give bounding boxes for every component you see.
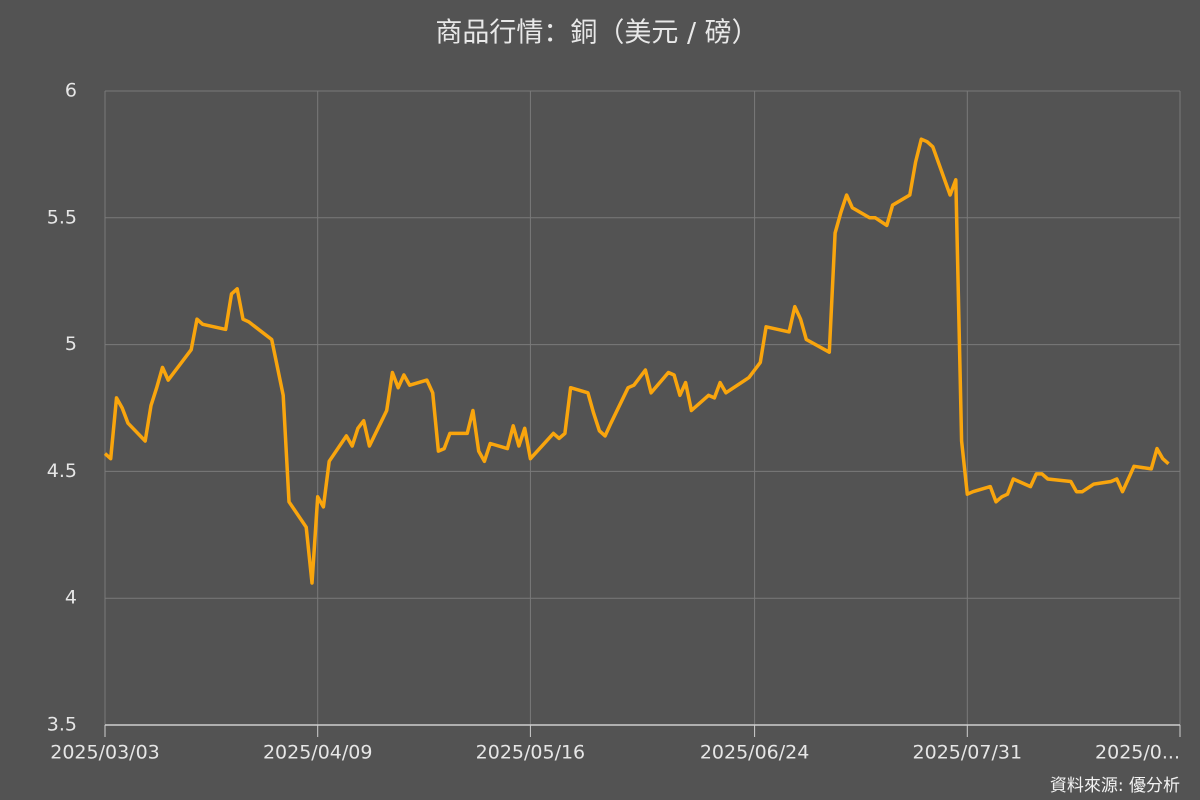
x-tick-label: 2025/05/16	[476, 742, 586, 764]
price-line	[103, 137, 1170, 585]
y-tick-label: 4.5	[47, 460, 77, 482]
x-tick-label: 2025/04/09	[263, 742, 373, 764]
x-tick-label: 2025/03/03	[50, 742, 160, 764]
y-tick-label: 3.5	[47, 714, 77, 736]
y-tick-label: 5	[65, 333, 77, 355]
x-tick-label: 2025/0...	[1095, 742, 1180, 764]
x-tick-label: 2025/07/31	[913, 742, 1023, 764]
y-tick-label: 4	[65, 587, 77, 609]
y-tick-label: 5.5	[47, 206, 77, 228]
chart-title: 商品行情：銅（美元 / 磅）	[435, 18, 758, 49]
x-tick-label: 2025/06/24	[700, 742, 810, 764]
source-note: 資料來源: 優分析	[1050, 776, 1180, 796]
y-tick-label: 6	[65, 80, 77, 102]
